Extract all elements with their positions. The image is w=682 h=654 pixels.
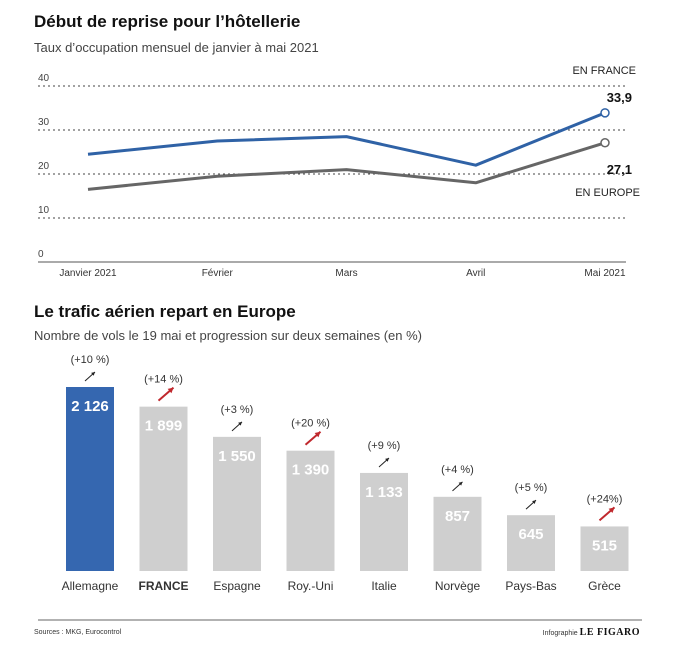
x-tick-label: Février (202, 268, 234, 279)
hotel-chart-title: Début de reprise pour l’hôtellerie (34, 12, 301, 31)
series-end-point (600, 138, 610, 148)
trend-arrow-head (167, 387, 174, 394)
series-line-europe (87, 141, 606, 191)
legend-label-france: EN FRANCE (572, 65, 636, 77)
progression-label: (+10 %) (71, 354, 110, 366)
trend-arrow-head (608, 507, 615, 514)
bar-value-label: 645 (518, 526, 543, 543)
progression-label: (+9 %) (368, 440, 401, 452)
trend-arrow-head (91, 372, 95, 376)
category-label: Allemagne (62, 579, 119, 593)
series-end-point (600, 108, 610, 118)
publisher-logo: LE FIGARO (579, 627, 640, 638)
bar (213, 436, 261, 571)
bar-value-label: 1 133 (365, 484, 403, 501)
x-tick-label: Mars (335, 268, 357, 279)
progression-label: (+24%) (587, 493, 623, 505)
progression-label: (+4 %) (441, 464, 474, 476)
category-label: Norvège (435, 579, 481, 593)
y-tick-label: 10 (38, 205, 50, 216)
bar (360, 472, 408, 571)
trend-arrow-head (385, 457, 389, 462)
progression-label: (+14 %) (144, 374, 183, 386)
category-label: FRANCE (139, 579, 189, 593)
bar (433, 496, 482, 571)
bar (580, 526, 629, 571)
x-tick-label: Avril (466, 268, 485, 279)
category-label: Espagne (213, 579, 261, 593)
data-label-europe: 27,1 (607, 162, 632, 177)
air-chart-subtitle: Nombre de vols le 19 mai et progression … (34, 328, 423, 343)
credit-note: Infographie LE FIGARO (543, 627, 640, 638)
bar-value-label: 1 899 (145, 418, 183, 435)
bar-value-label: 857 (445, 508, 470, 525)
trend-arrow-head (314, 431, 321, 438)
bar (286, 450, 335, 571)
bar-value-label: 2 126 (71, 398, 109, 415)
progression-label: (+20 %) (291, 418, 330, 430)
trend-arrow-head (532, 500, 536, 504)
y-tick-label: 0 (38, 249, 44, 260)
bar-value-label: 1 390 (292, 462, 330, 479)
hotel-chart-subtitle: Taux d’occupation mensuel de janvier à m… (34, 40, 319, 55)
series-line-france (87, 111, 606, 167)
category-label: Grèce (588, 579, 621, 593)
bar (139, 406, 188, 571)
y-tick-label: 40 (38, 73, 50, 84)
y-tick-label: 30 (38, 117, 50, 128)
progression-label: (+3 %) (221, 404, 254, 416)
sources-note: Sources : MKG, Eurocontrol (34, 629, 122, 636)
air-chart-title: Le trafic aérien repart en Europe (34, 302, 296, 321)
y-tick-label: 20 (38, 161, 50, 172)
category-label: Pays-Bas (505, 579, 556, 593)
data-label-france: 33,9 (607, 90, 632, 105)
legend-label-europe: EN EUROPE (575, 187, 640, 199)
bar (507, 515, 555, 571)
x-tick-label: Mai 2021 (584, 268, 626, 279)
category-label: Roy.-Uni (288, 579, 334, 593)
bar-value-label: 1 550 (218, 448, 256, 465)
trend-arrow-head (458, 481, 463, 486)
x-tick-label: Janvier 2021 (59, 268, 117, 279)
bar (66, 387, 114, 571)
category-label: Italie (371, 579, 397, 593)
trend-arrow-head (238, 421, 242, 426)
progression-label: (+5 %) (515, 482, 548, 494)
bar-value-label: 515 (592, 537, 617, 554)
credit-label: Infographie (542, 630, 578, 637)
